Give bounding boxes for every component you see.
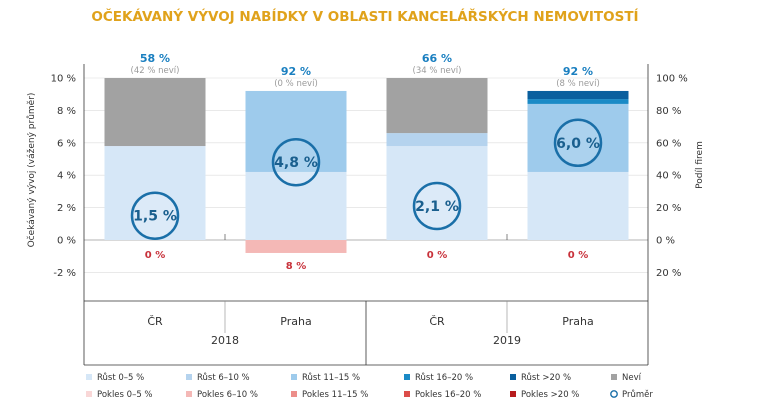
average-label: 6,0 % [556,136,600,152]
decline-share-label: 8 % [286,261,306,272]
legend-label: Pokles 0–5 % [97,390,153,400]
year-label: 2018 [211,334,239,347]
y2-axis-label: Podíl firem [695,141,705,189]
average-label: 2,1 % [415,199,459,215]
legend-swatch [86,374,92,380]
dont-know-note: (42 % neví) [131,66,180,76]
dont-know-note: (8 % neví) [556,79,600,89]
dont-know-note: (0 % neví) [274,79,318,89]
bar-segment [245,240,347,253]
y2-tick-label: 100 % [656,74,688,85]
average-label: 1,5 % [133,209,177,225]
y-tick-label: -2 % [53,268,76,279]
legend-label: Růst >20 % [521,372,571,383]
dont-know-note: (34 % neví) [413,66,462,76]
legend-label: Pokles 11–15 % [302,390,368,400]
growth-share-label: 92 % [281,65,311,78]
average-label: 4,8 % [274,155,318,171]
growth-share-label: 92 % [563,65,593,78]
y2-tick-label: 60 % [656,138,681,149]
bar-segment [527,90,629,100]
growth-share-label: 58 % [140,52,170,65]
category-label: ČR [429,315,445,328]
average-markers: 1,5 % 4,8 % 2,1 % 6,0 % [130,118,603,240]
legend-swatch [186,391,192,397]
bar-segment [386,78,488,134]
bar-segment [527,171,629,240]
legend-label: Růst 0–5 % [97,372,144,383]
bar-segment [245,171,347,240]
y2-tick-label: 20 % [656,268,681,279]
bar-labels: ČR Praha ČR Praha 2018 2019 58 %(42 % neví) 0 %… [131,52,600,347]
legend-swatch [510,391,516,397]
legend-swatch [291,391,297,397]
decline-share-label: 0 % [145,250,165,261]
y-tick-label: 4 % [57,171,76,182]
legend: Růst 0–5 % Růst 6–10 % Růst 11–15 % Růst 16… [86,372,653,400]
y2-tick-label: 40 % [656,171,681,182]
y2-tick-label: 80 % [656,106,681,117]
legend-swatch [404,374,410,380]
y-tick-label: 8 % [57,106,76,117]
legend-label: Růst 11–15 % [302,372,360,383]
legend-swatch [611,374,617,380]
legend-label: Pokles >20 % [521,390,579,400]
y-tick-label: 0 % [57,236,76,247]
average-circle [271,137,321,187]
legend-swatch [186,374,192,380]
bars [104,78,629,253]
legend-label: Neví [622,373,642,383]
legend-label: Růst 6–10 % [197,372,250,383]
axes: 10 % 100 % 8 % 80 % 6 % 60 % 4 % 40 % 2 % 20 % 0 %… [51,64,688,366]
decline-share-label: 0 % [568,250,588,261]
year-label: 2019 [493,334,521,347]
y2-tick-label: 20 % [656,203,681,214]
y-tick-label: 2 % [57,203,76,214]
bar-segment [386,146,488,240]
bar-segment [245,90,347,172]
legend-swatch [404,391,410,397]
decline-share-label: 0 % [427,250,447,261]
legend-swatch [86,391,92,397]
average-circle [553,118,603,168]
bar-segment [527,103,629,172]
legend-label: Pokles 16–20 % [415,390,481,400]
legend-label: Pokles 6–10 % [197,390,258,400]
average-circle [130,191,180,240]
category-label: Praha [562,315,593,328]
legend-swatch [291,374,297,380]
bar-segment [104,78,206,147]
legend-label: Průměr [622,389,653,400]
bar-segment [386,133,488,147]
y-tick-label: 6 % [57,138,76,149]
y-axis-label: Očekávaný vývoj (vážený průměr) [26,93,37,248]
average-circle [412,181,462,231]
legend-label: Růst 16–20 % [415,372,473,383]
bar-segment [527,99,629,104]
category-label: ČR [147,315,163,328]
chart-title: OČEKÁVANÝ VÝVOJ NABÍDKY V OBLASTI KANCEL… [91,7,638,25]
y-tick-label: 10 % [51,74,76,85]
legend-swatch [510,374,516,380]
legend-marker-average [610,390,618,398]
growth-share-label: 66 % [422,52,452,65]
y2-tick-label: 0 % [656,236,675,247]
category-label: Praha [280,315,311,328]
